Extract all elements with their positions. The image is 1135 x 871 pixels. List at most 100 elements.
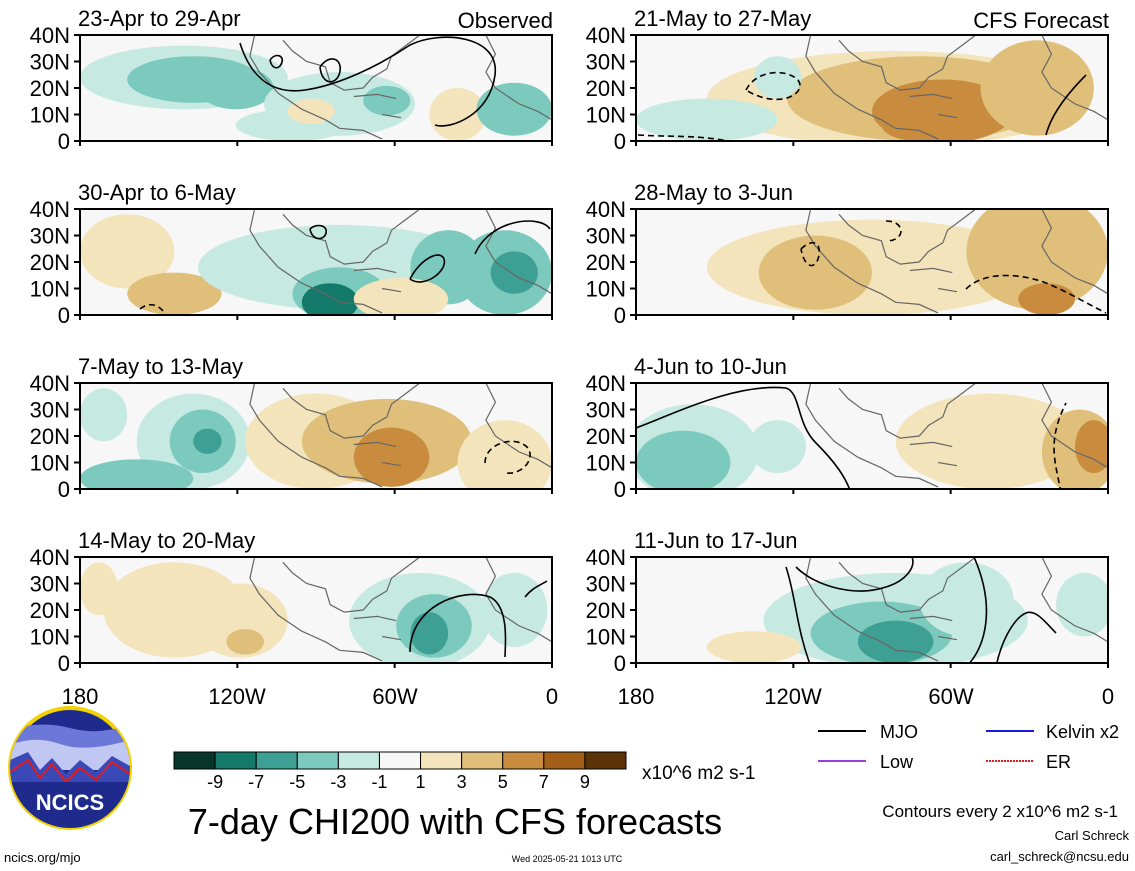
mjo-contour: [139, 303, 167, 315]
lat-tick: 30N: [30, 398, 70, 423]
lon-tick-180: 180: [618, 684, 655, 709]
chi200-anomaly-region: [758, 235, 872, 310]
colorbar-tick: 9: [580, 772, 590, 792]
panel-date-label: 7-May to 13-May: [78, 354, 243, 379]
chi200-anomaly-region: [919, 562, 1014, 637]
lat-tick: 20N: [30, 424, 70, 449]
chi200-anomaly-region: [1056, 572, 1108, 637]
mjo-contour: [785, 566, 811, 663]
lon-tick-120w: 120W: [208, 684, 266, 709]
mjo-contour: [269, 54, 284, 69]
chi200-anomaly-region: [1074, 420, 1108, 474]
colorbar-swatch: [173, 751, 216, 770]
lon-axis-right: 180 120W 60W 0: [618, 684, 1114, 709]
coastline: [249, 557, 552, 662]
panel-date-label: 30-Apr to 6-May: [78, 180, 236, 205]
mjo-contour: [319, 58, 341, 83]
coastline: [805, 209, 1108, 314]
observed-label: Observed: [458, 8, 553, 33]
colorbar-tick: -5: [289, 772, 305, 792]
lat-tick: 40N: [30, 197, 70, 222]
mjo-contour: [968, 557, 988, 663]
lat-tick: 10N: [586, 451, 626, 476]
mjo-contour: [795, 557, 914, 592]
chi200-anomaly-region: [193, 583, 288, 658]
coastline: [805, 35, 1108, 140]
lat-tick: 40N: [586, 545, 626, 570]
chi200-anomaly-region: [193, 428, 222, 455]
mjo-contour: [885, 220, 902, 242]
lat-tick: 40N: [586, 197, 626, 222]
chi200-anomaly-region: [80, 459, 194, 489]
colorbar-tick: 5: [498, 772, 508, 792]
mjo-contour: [409, 254, 446, 283]
mjo-contour: [1053, 402, 1067, 489]
chi200-anomaly-region: [363, 85, 411, 116]
lat-tick: 20N: [30, 76, 70, 101]
mjo-contour: [474, 220, 551, 255]
lat-tick: 30N: [30, 50, 70, 75]
lat-tick: 0: [614, 477, 626, 502]
lon-tick-120w: 120W: [764, 684, 822, 709]
colorbar-swatch: [296, 751, 339, 770]
legend: MJO Kelvin x2 Low ER: [818, 722, 1119, 772]
lat-tick: 10N: [586, 277, 626, 302]
lat-tick: 0: [614, 303, 626, 328]
panel-date-label: 11-Jun to 17-Jun: [634, 528, 797, 553]
chi200-anomaly-region: [353, 427, 430, 487]
chi200-anomaly-region: [287, 98, 335, 125]
panel-date-label: 14-May to 20-May: [78, 528, 255, 553]
chi200-anomaly-region: [80, 388, 128, 442]
timestamp: Wed 2025-05-21 1013 UTC: [512, 854, 623, 864]
author-email: carl_schreck@ncsu.edu: [990, 849, 1129, 864]
colorbar-swatch: [214, 751, 257, 770]
lon-tick-0: 0: [546, 684, 558, 709]
lat-tick: 30N: [30, 224, 70, 249]
chi200-anomaly-region: [226, 629, 265, 655]
legend-low: Low: [880, 752, 914, 772]
colorbar-tick: 7: [539, 772, 549, 792]
panel-date-label: 4-Jun to 10-Jun: [634, 354, 787, 379]
chi200-anomaly-region: [881, 109, 957, 141]
chi200-anomaly-region: [410, 612, 449, 655]
colorbar-swatch: [543, 751, 586, 770]
lat-tick: 10N: [30, 277, 70, 302]
chi200-anomaly-region: [457, 420, 552, 489]
chi200-anomaly-region: [429, 88, 486, 141]
lat-tick: 30N: [586, 398, 626, 423]
ncics-logo: NCICS: [8, 706, 132, 830]
lat-tick: 30N: [30, 572, 70, 597]
chi200-anomaly-region: [966, 209, 1108, 310]
lat-tick: 40N: [30, 371, 70, 396]
figure-title: 7-day CHI200 with CFS forecasts: [188, 801, 722, 842]
chi200-anomaly-region: [636, 430, 731, 489]
mjo-contour: [239, 36, 496, 127]
lon-axis-left: 180 120W 60W 0: [62, 684, 558, 709]
colorbar-tick: 1: [416, 772, 426, 792]
colorbar-swatch: [378, 751, 422, 770]
mjo-contour: [309, 224, 327, 240]
colorbar-tick: -9: [207, 772, 223, 792]
lat-tick: 0: [614, 129, 626, 154]
chi200-anomaly-region: [80, 562, 118, 616]
chi200-anomaly-region: [872, 256, 967, 310]
coastline: [249, 209, 552, 314]
lat-tick: 20N: [586, 76, 626, 101]
colorbar-tick: -3: [330, 772, 346, 792]
lat-tick: 40N: [586, 371, 626, 396]
lat-tick: 40N: [30, 23, 70, 48]
colorbar-swatch: [461, 751, 504, 770]
legend-kelvin: Kelvin x2: [1046, 722, 1119, 742]
coastline: [805, 383, 1108, 488]
lat-tick: 20N: [586, 598, 626, 623]
chi200-anomaly-region: [353, 277, 449, 315]
chi200-anomaly-region: [754, 56, 802, 99]
legend-er: ER: [1046, 752, 1071, 772]
